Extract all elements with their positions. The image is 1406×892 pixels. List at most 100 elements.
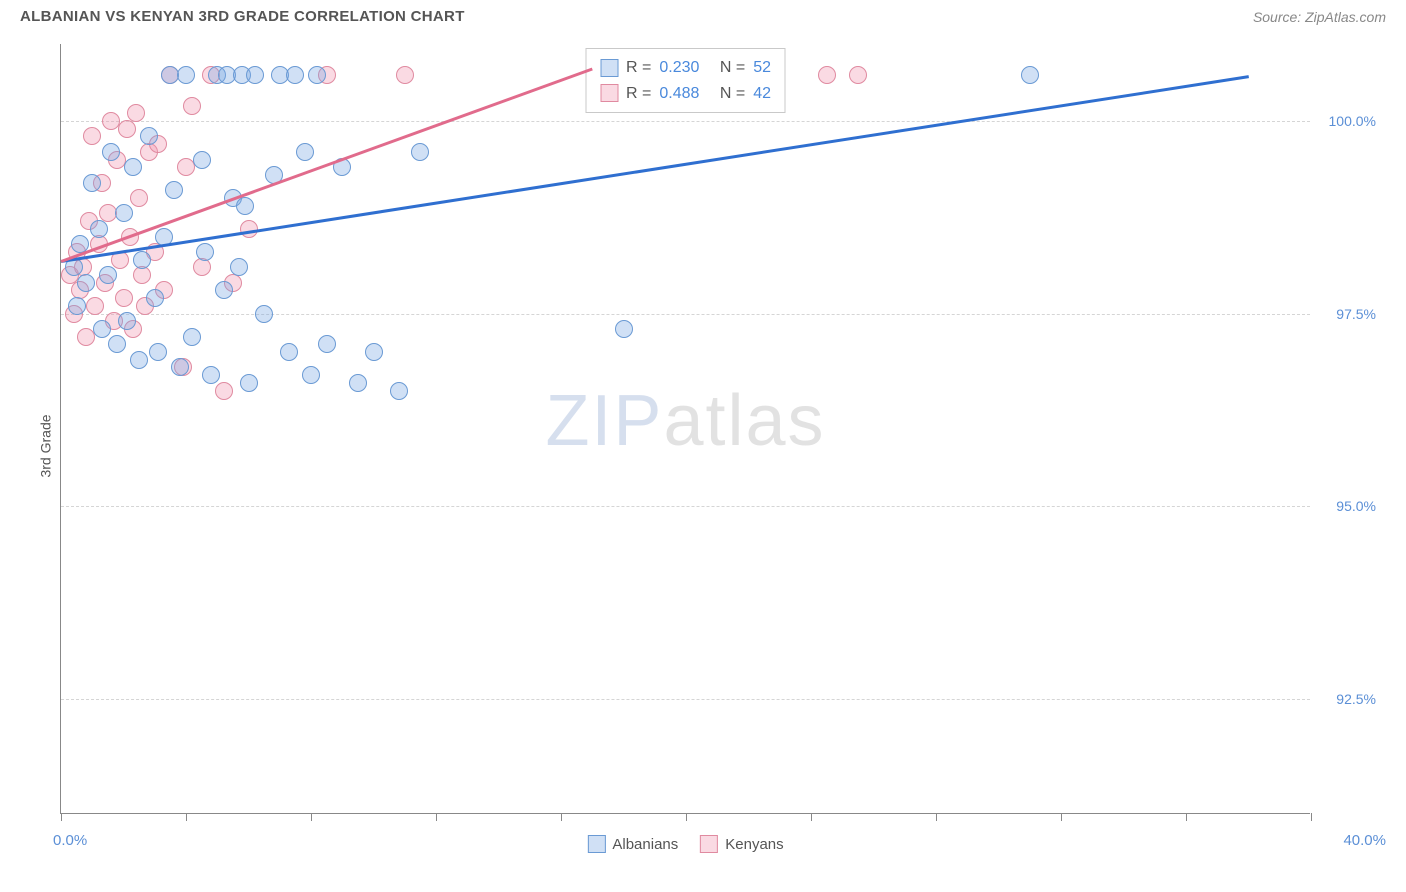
albanian-point [365,343,383,361]
albanian-point [193,151,211,169]
albanian-point [286,66,304,84]
albanian-point [83,174,101,192]
albanians-n-value: 52 [753,55,771,81]
albanian-point [133,251,151,269]
stats-n-label: N = [720,55,745,81]
kenyan-point [115,289,133,307]
albanian-point [280,343,298,361]
kenyans-r-value: 0.488 [659,81,699,107]
albanians-legend-label: Albanians [612,836,678,853]
gridline [61,506,1310,507]
kenyan-point [127,104,145,122]
albanian-point [77,274,95,292]
albanians-legend-swatch-icon [587,835,605,853]
kenyan-point [849,66,867,84]
kenyan-point [83,127,101,145]
stats-n-label: N = [720,81,745,107]
x-tick [186,813,187,821]
kenyan-point [133,266,151,284]
x-tick [811,813,812,821]
albanian-point [108,335,126,353]
bottom-legend: Albanians Kenyans [587,835,783,853]
x-tick [561,813,562,821]
albanian-point [165,181,183,199]
y-tick-label: 97.5% [1336,306,1376,322]
albanian-point [411,143,429,161]
albanian-point [230,258,248,276]
albanian-point [349,374,367,392]
y-tick-label: 95.0% [1336,498,1376,514]
legend-item-albanians: Albanians [587,835,678,853]
kenyan-point [193,258,211,276]
watermark-zip: ZIP [545,381,663,461]
albanian-point [236,197,254,215]
kenyans-swatch-icon [600,84,618,102]
chart-header: ALBANIAN VS KENYAN 3RD GRADE CORRELATION… [0,0,1406,29]
x-tick [1061,813,1062,821]
albanian-point [255,305,273,323]
albanian-point [130,351,148,369]
albanian-point [302,366,320,384]
albanian-point [171,358,189,376]
kenyan-point [215,382,233,400]
albanian-point [308,66,326,84]
albanian-point [99,266,117,284]
kenyan-point [118,120,136,138]
albanian-point [118,312,136,330]
chart-source: Source: ZipAtlas.com [1253,9,1386,25]
x-axis-min-label: 0.0% [53,832,87,849]
stats-row-albanians: R = 0.230 N = 52 [600,55,771,81]
x-axis-max-label: 40.0% [1343,832,1386,849]
gridline [61,699,1310,700]
x-tick [936,813,937,821]
albanian-point [240,374,258,392]
albanian-point [390,382,408,400]
x-tick [686,813,687,821]
albanian-point [90,220,108,238]
watermark-atlas: atlas [663,381,825,461]
albanian-point [177,66,195,84]
x-tick [1311,813,1312,821]
gridline [61,121,1310,122]
x-tick [61,813,62,821]
kenyan-point [86,297,104,315]
albanian-point [68,297,86,315]
stats-r-label: R = [626,55,651,81]
albanian-point [124,158,142,176]
kenyans-legend-label: Kenyans [725,836,783,853]
albanian-point [115,204,133,222]
albanian-point [615,320,633,338]
albanian-point [102,143,120,161]
x-tick [1186,813,1187,821]
albanian-point [246,66,264,84]
albanian-point [318,335,336,353]
kenyans-legend-swatch-icon [700,835,718,853]
albanian-point [93,320,111,338]
y-tick-label: 100.0% [1329,113,1376,129]
kenyan-point [130,189,148,207]
albanians-r-value: 0.230 [659,55,699,81]
albanian-point [146,289,164,307]
stats-legend-box: R = 0.230 N = 52 R = 0.488 N = 42 [585,48,786,113]
kenyan-point [183,97,201,115]
y-axis-label: 3rd Grade [38,414,54,477]
albanian-point [140,127,158,145]
kenyan-point [818,66,836,84]
kenyan-point [396,66,414,84]
albanian-point [149,343,167,361]
y-tick-label: 92.5% [1336,691,1376,707]
scatter-plot-area: ZIPatlas R = 0.230 N = 52 R = 0.488 N = … [60,44,1310,814]
legend-item-kenyans: Kenyans [700,835,783,853]
gridline [61,314,1310,315]
watermark: ZIPatlas [545,380,825,462]
albanians-swatch-icon [600,59,618,77]
stats-r-label: R = [626,81,651,107]
kenyans-n-value: 42 [753,81,771,107]
x-tick [311,813,312,821]
x-tick [436,813,437,821]
stats-row-kenyans: R = 0.488 N = 42 [600,81,771,107]
albanian-point [196,243,214,261]
albanian-point [202,366,220,384]
albanian-point [183,328,201,346]
chart-title: ALBANIAN VS KENYAN 3RD GRADE CORRELATION… [20,8,465,25]
